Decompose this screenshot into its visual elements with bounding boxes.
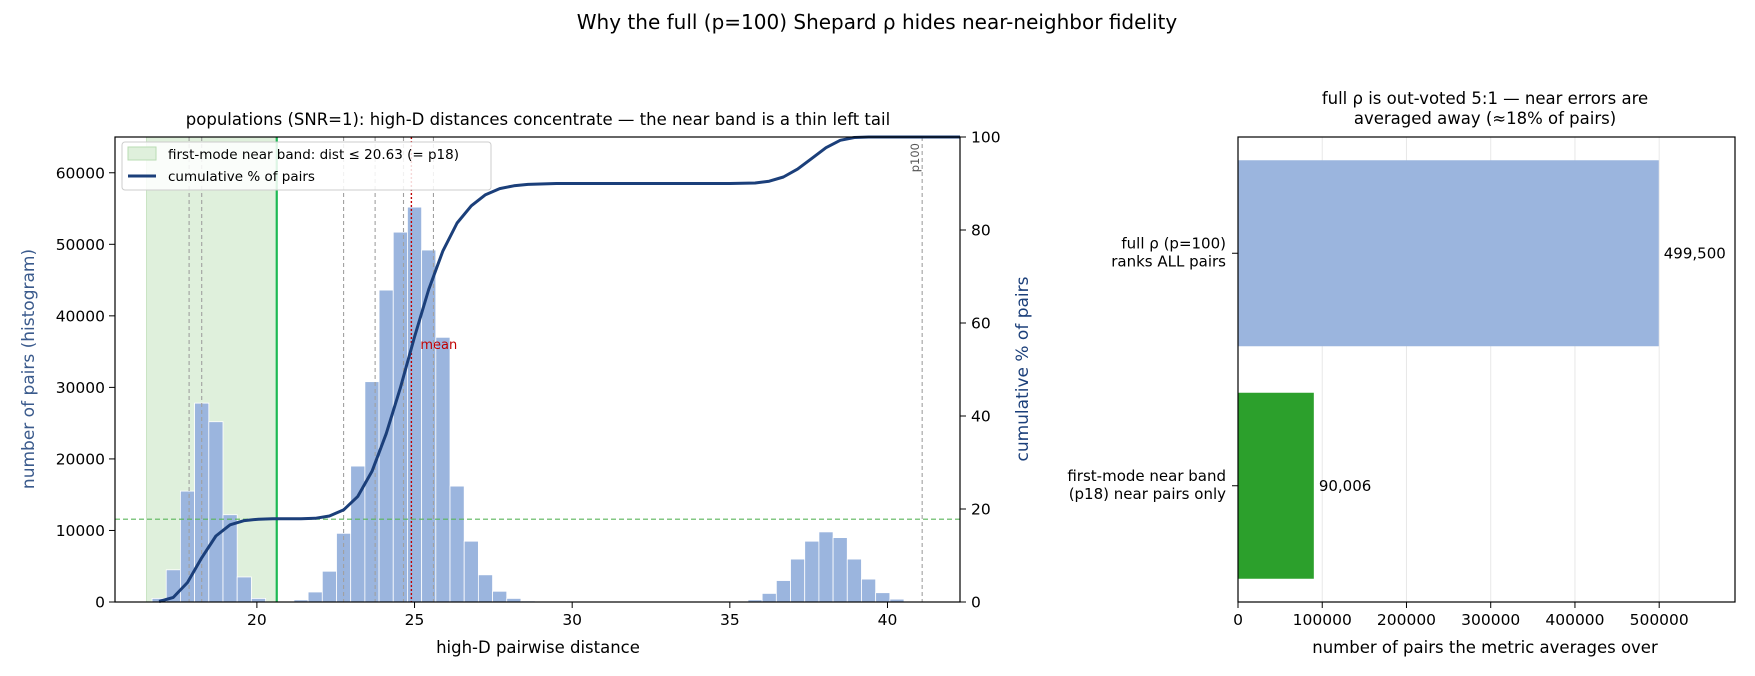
x-tick-label: 0 (1233, 611, 1243, 629)
y2-tick-label: 80 (971, 222, 991, 240)
histogram-bar (818, 531, 834, 603)
bar-value-label: 90,006 (1319, 477, 1372, 495)
x-axis-ticks: 20 25 30 35 40 (247, 602, 897, 629)
histogram-bar (492, 590, 508, 603)
histogram-bar (832, 537, 848, 603)
histogram-title: populations (SNR=1): high-D distances co… (186, 110, 890, 129)
x-tick-label: 200000 (1377, 611, 1436, 629)
y-tick-label: 30000 (56, 379, 105, 397)
histogram-bar (307, 591, 323, 603)
bar-chart-axes-frame (1237, 136, 1736, 603)
mean-label: mean (420, 338, 457, 353)
histogram-bar (180, 490, 196, 603)
cumulative-line (158, 135, 960, 603)
bar-chart: full ρ is out-voted 5:1 — near errors ar… (1067, 89, 1736, 657)
bar-chart-categories: full ρ (p=100)ranks ALL pairs first-mode … (1067, 234, 1238, 503)
histogram-bar (236, 576, 252, 603)
category-label-line1: first-mode near band (1067, 467, 1226, 485)
histogram-bar (435, 336, 451, 603)
x-tick-label: 500000 (1630, 611, 1689, 629)
histogram-bar (449, 485, 465, 603)
legend-band-label: first-mode near band: dist ≤ 20.63 (= p1… (168, 147, 459, 163)
x-tick-label: 100000 (1293, 611, 1352, 629)
x-tick-label: 25 (405, 611, 425, 629)
bar-chart-bars: 499,500 90,006 (1238, 160, 1726, 579)
histogram-bar (761, 593, 777, 603)
legend-band-swatch (127, 146, 157, 161)
histogram-bar (407, 206, 423, 603)
histogram-bar (875, 592, 891, 603)
x-tick-label: 20 (247, 611, 267, 629)
figure-title: Why the full (p=100) Shepard ρ hides nea… (577, 10, 1178, 34)
y-tick-label: 20000 (56, 450, 105, 468)
bar-chart-x-ticks: 0 100000 200000 300000 400000 500000 (1233, 602, 1689, 629)
category-label-line1: full ρ (p=100) (1121, 234, 1226, 252)
histogram-bar (775, 580, 791, 603)
bar-value-label: 499,500 (1664, 244, 1726, 262)
y-axis-ticks: 0 10000 20000 30000 40000 50000 60000 (56, 164, 115, 612)
y-tick-label: 0 (95, 594, 105, 612)
x-tick-label: 30 (562, 611, 582, 629)
histogram-bar (392, 231, 408, 603)
category-label-line2: (p18) near pairs only (1069, 485, 1226, 503)
y2-tick-label: 60 (971, 315, 991, 333)
histogram-chart: populations (SNR=1): high-D distances co… (19, 110, 1033, 657)
chart-overlay: mean p100 (115, 135, 960, 603)
x-tick-label: 40 (878, 611, 898, 629)
x-tick-label: 300000 (1461, 611, 1520, 629)
histogram-y-axis-label: number of pairs (histogram) (19, 249, 39, 489)
histogram-legend: first-mode near band: dist ≤ 20.63 (= p1… (121, 141, 492, 191)
category-label-line2: ranks ALL pairs (1111, 252, 1226, 270)
y-tick-label: 50000 (56, 236, 105, 254)
bar-chart-title-line2: averaged away (≈18% of pairs) (1354, 109, 1616, 128)
y-tick-label: 10000 (56, 522, 105, 540)
x-tick-label: 400000 (1545, 611, 1604, 629)
x-tick-label: 35 (720, 611, 740, 629)
bar-0 (1238, 160, 1659, 347)
histogram-bar (477, 574, 493, 603)
legend-box (121, 141, 492, 191)
histogram-bar (790, 558, 806, 603)
p100-label: p100 (908, 143, 922, 172)
bar-chart-title-line1: full ρ is out-voted 5:1 — near errors ar… (1322, 89, 1648, 108)
histogram-bar (463, 540, 479, 603)
histogram-y2-axis-label: cumulative % of pairs (1013, 276, 1033, 461)
histogram-bar (861, 578, 877, 603)
y2-axis-ticks: 0 20 40 60 80 100 (960, 129, 1001, 612)
histogram-x-axis-label: high-D pairwise distance (436, 638, 640, 657)
histogram-bar (321, 570, 337, 603)
y2-tick-label: 100 (971, 129, 1001, 147)
percentile-lines (188, 137, 923, 602)
bar-chart-x-axis-label: number of pairs the metric averages over (1312, 638, 1658, 657)
histogram-bar (208, 421, 224, 603)
y-tick-label: 40000 (56, 307, 105, 325)
y2-tick-label: 20 (971, 501, 991, 519)
y2-tick-label: 0 (971, 594, 981, 612)
histogram-axes-frame (114, 136, 961, 603)
histogram-bar (846, 558, 862, 603)
bar-1 (1238, 392, 1314, 579)
y-tick-label: 60000 (56, 164, 105, 182)
histogram-bar (804, 540, 820, 603)
histogram-bar (364, 381, 380, 603)
histogram-bars (151, 206, 905, 603)
legend-line-label: cumulative % of pairs (168, 169, 315, 185)
y2-tick-label: 40 (971, 408, 991, 426)
